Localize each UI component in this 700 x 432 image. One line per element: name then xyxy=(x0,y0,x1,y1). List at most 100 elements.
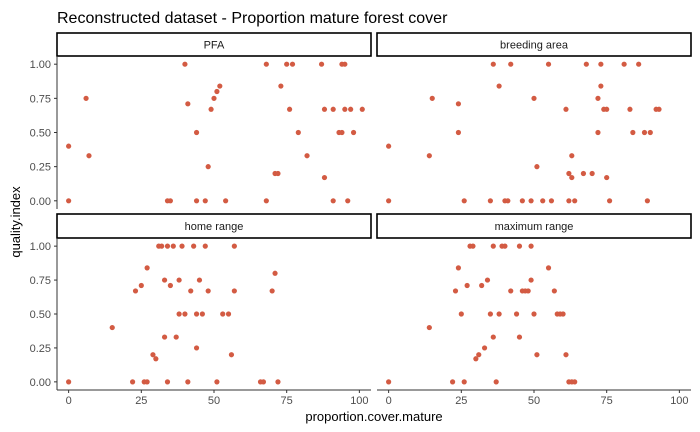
data-point xyxy=(496,311,502,317)
data-point xyxy=(598,83,604,89)
data-point xyxy=(161,334,168,340)
data-point xyxy=(508,61,514,67)
data-point xyxy=(182,311,188,317)
data-point xyxy=(342,61,348,67)
data-point xyxy=(540,198,546,204)
data-point xyxy=(150,352,156,358)
y-tick-label: 1.00 xyxy=(30,59,51,71)
y-axes: 0.00 0.25 0.50 0.75 1.00 0.00 0.25 0.50 0.75 1.00 xyxy=(30,56,58,390)
data-point xyxy=(580,170,587,177)
data-point xyxy=(330,198,336,204)
panel-maximum-range: maximum range xyxy=(376,213,692,385)
y-tick-label: 0.00 xyxy=(30,377,51,389)
data-point xyxy=(176,277,182,283)
data-point xyxy=(470,243,476,249)
x-tick-label: 50 xyxy=(528,395,540,407)
data-point xyxy=(572,198,578,204)
data-point xyxy=(129,379,136,385)
data-point xyxy=(179,243,185,249)
data-point xyxy=(598,61,604,67)
data-point xyxy=(272,270,278,276)
data-point xyxy=(185,101,191,107)
data-point xyxy=(563,352,569,358)
data-point xyxy=(263,198,269,204)
data-point xyxy=(548,198,555,204)
data-point xyxy=(589,170,595,177)
data-point xyxy=(161,277,168,283)
data-point xyxy=(202,198,208,204)
data-point xyxy=(487,311,493,317)
y-tick-label: 0.25 xyxy=(30,343,51,355)
data-point xyxy=(473,356,479,362)
y-tick-label: 0.25 xyxy=(30,162,51,174)
y-tick-label: 0.75 xyxy=(30,275,51,287)
data-point xyxy=(193,311,200,317)
data-point xyxy=(461,198,467,204)
data-point xyxy=(513,311,520,317)
data-point xyxy=(66,143,72,149)
data-point xyxy=(516,334,523,340)
data-point xyxy=(164,243,171,249)
y-tick-label: 0.50 xyxy=(30,309,51,321)
data-point xyxy=(202,243,208,249)
data-point xyxy=(455,129,462,136)
data-point xyxy=(531,95,537,101)
data-point xyxy=(386,143,392,149)
data-point xyxy=(231,243,237,249)
data-point xyxy=(516,243,523,249)
data-point xyxy=(159,243,165,249)
data-point xyxy=(304,153,310,159)
data-point xyxy=(193,345,200,351)
x-tick-label: 0 xyxy=(66,395,72,407)
strip-pfa xyxy=(56,32,372,57)
facet-panels: PFA breeding area home range maximum range xyxy=(56,32,692,385)
data-point xyxy=(182,61,188,67)
x-tick-label: 100 xyxy=(670,395,688,407)
data-point xyxy=(484,277,491,283)
data-point xyxy=(449,379,456,385)
data-point xyxy=(359,106,365,112)
data-point xyxy=(502,243,508,249)
y-tick-label: 1.00 xyxy=(30,241,51,253)
data-point xyxy=(339,129,345,136)
data-point xyxy=(560,311,566,317)
data-point xyxy=(545,265,552,271)
data-point xyxy=(275,170,281,177)
data-point xyxy=(531,311,537,317)
data-point xyxy=(284,61,290,67)
data-point xyxy=(534,352,540,358)
data-point xyxy=(144,265,150,271)
strip-label-home-range: home range xyxy=(185,221,244,233)
data-point xyxy=(604,106,610,112)
panel-home-range: home range xyxy=(56,213,372,385)
strip-home-range xyxy=(56,213,372,239)
data-point xyxy=(505,198,511,204)
data-point xyxy=(528,198,534,204)
data-point xyxy=(321,106,328,112)
data-point xyxy=(569,174,575,181)
data-point xyxy=(464,282,470,289)
data-point xyxy=(193,129,200,136)
data-point xyxy=(641,129,648,136)
data-point xyxy=(217,83,223,89)
data-point xyxy=(525,288,531,294)
data-point xyxy=(386,379,392,385)
data-point xyxy=(630,129,636,136)
data-point xyxy=(330,106,336,112)
data-point xyxy=(519,198,525,204)
data-point xyxy=(621,61,627,67)
x-tick-label: 25 xyxy=(135,395,147,407)
x-axis-title: proportion.cover.mature xyxy=(305,409,442,424)
data-point xyxy=(286,106,293,112)
strip-label-pfa: PFA xyxy=(204,40,225,52)
strip-maximum-range xyxy=(376,213,692,239)
data-point xyxy=(595,95,601,101)
data-point xyxy=(109,324,115,331)
data-point xyxy=(490,243,496,249)
data-point xyxy=(205,164,211,170)
data-point xyxy=(66,198,72,204)
data-point xyxy=(86,153,92,159)
data-point xyxy=(231,288,237,294)
